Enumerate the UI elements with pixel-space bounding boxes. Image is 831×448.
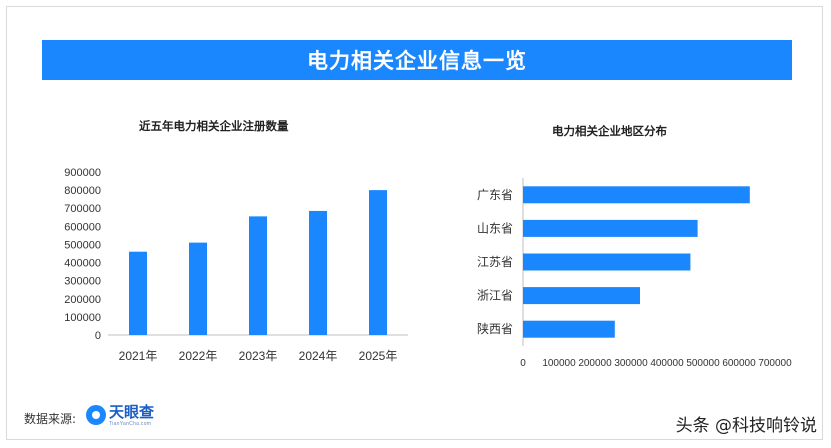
- bar-江苏省: [523, 253, 691, 271]
- category-label: 浙江省: [477, 289, 513, 303]
- page-title: 电力相关企业信息一览: [307, 49, 527, 73]
- x-tick-label: 600000: [722, 358, 756, 369]
- page-frame: [6, 6, 823, 440]
- y-tick-label: 200000: [64, 294, 101, 306]
- x-tick-label: 2022年: [179, 349, 218, 363]
- category-label: 陕西省: [477, 321, 513, 336]
- y-tick-label: 800000: [64, 185, 101, 197]
- x-tick-label: 2021年: [119, 349, 158, 363]
- x-tick-label: 0: [520, 358, 526, 369]
- y-tick-label: 700000: [64, 203, 101, 215]
- page-title-banner: 电力相关企业信息一览: [42, 40, 792, 80]
- source-label: 数据来源:: [24, 412, 77, 426]
- y-tick-label: 600000: [64, 221, 101, 233]
- category-label: 山东省: [477, 221, 513, 235]
- x-tick-label: 300000: [614, 358, 648, 369]
- bar-广东省: [523, 186, 750, 204]
- bar-2023年: [249, 216, 267, 335]
- bar-2024年: [309, 210, 327, 335]
- logo-text: 天眼查: [109, 403, 155, 421]
- y-tick-label: 900000: [64, 167, 101, 179]
- author-watermark: 头条 @科技响铃说: [675, 416, 817, 436]
- x-tick-label: 2023年: [239, 349, 278, 363]
- logo-subtext: TianYanCha.com: [109, 421, 152, 427]
- chart-title-regions: 电力相关企业地区分布: [552, 124, 667, 138]
- bar-陕西省: [523, 320, 615, 338]
- y-tick-label: 300000: [64, 276, 101, 288]
- x-tick-label: 200000: [578, 358, 612, 369]
- y-tick-label: 0: [95, 330, 101, 342]
- bar-2021年: [129, 251, 147, 335]
- x-tick-label: 500000: [686, 358, 720, 369]
- x-tick-label: 100000: [542, 358, 576, 369]
- bar-山东省: [523, 219, 698, 237]
- category-label: 江苏省: [477, 255, 513, 269]
- y-tick-label: 100000: [64, 312, 101, 324]
- y-tick-label: 400000: [64, 258, 101, 270]
- y-tick-label: 500000: [64, 239, 101, 251]
- chart-title-registrations: 近五年电力相关企业注册数量: [139, 119, 289, 133]
- category-label: 广东省: [477, 188, 513, 202]
- tianyancha-logo: 天眼查 TianYanCha.com: [86, 405, 154, 427]
- tianyancha-logo-icon: [86, 405, 106, 425]
- bar-2022年: [189, 242, 207, 335]
- x-tick-label: 2025年: [359, 349, 398, 363]
- bar-2025年: [369, 190, 387, 335]
- x-tick-label: 2024年: [299, 349, 338, 363]
- x-tick-label: 700000: [758, 358, 792, 369]
- x-tick-label: 400000: [650, 358, 684, 369]
- bar-浙江省: [523, 287, 640, 305]
